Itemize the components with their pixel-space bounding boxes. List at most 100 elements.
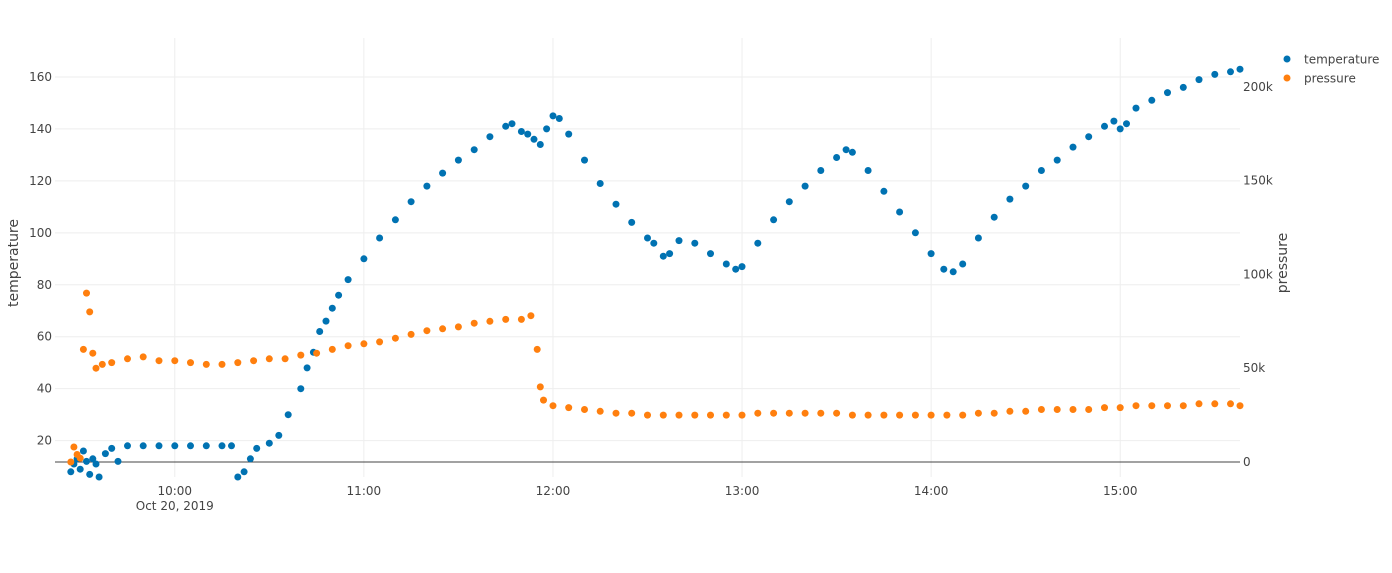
pressure-point[interactable] <box>486 317 494 325</box>
pressure-point[interactable] <box>801 409 809 417</box>
temperature-point[interactable] <box>1085 133 1093 141</box>
temperature-point[interactable] <box>549 112 557 120</box>
pressure-point[interactable] <box>565 404 573 412</box>
pressure-point[interactable] <box>675 411 683 419</box>
pressure-point[interactable] <box>596 407 604 415</box>
pressure-point[interactable] <box>376 338 384 346</box>
temperature-point[interactable] <box>896 208 904 216</box>
pressure-point[interactable] <box>1037 406 1045 413</box>
temperature-point[interactable] <box>666 250 674 258</box>
temperature-point[interactable] <box>864 167 872 174</box>
pressure-point[interactable] <box>754 409 762 417</box>
legend-item-pressure[interactable]: pressure <box>1283 72 1356 86</box>
pressure-point[interactable] <box>155 357 163 365</box>
temperature-point[interactable] <box>754 239 762 247</box>
temperature-point[interactable] <box>644 234 651 242</box>
pressure-point[interactable] <box>959 411 967 419</box>
temperature-point[interactable] <box>722 260 730 268</box>
pressure-point[interactable] <box>281 355 289 363</box>
temperature-point[interactable] <box>659 252 667 260</box>
temperature-point[interactable] <box>842 146 850 154</box>
pressure-point[interactable] <box>79 345 87 353</box>
pressure-point[interactable] <box>628 409 636 417</box>
temperature-point[interactable] <box>83 457 90 465</box>
temperature-point[interactable] <box>974 234 982 242</box>
pressure-point[interactable] <box>187 359 194 367</box>
pressure-point[interactable] <box>83 289 90 297</box>
pressure-point[interactable] <box>1179 402 1187 410</box>
pressure-point[interactable] <box>250 357 258 365</box>
temperature-point[interactable] <box>67 468 75 476</box>
pressure-point[interactable] <box>1195 400 1203 408</box>
temperature-point[interactable] <box>297 385 305 393</box>
temperature-point[interactable] <box>770 216 778 224</box>
temperature-point[interactable] <box>439 169 447 177</box>
temperature-point[interactable] <box>1195 76 1203 84</box>
temperature-point[interactable] <box>228 442 235 450</box>
pressure-point[interactable] <box>1116 404 1124 412</box>
pressure-point[interactable] <box>1211 400 1219 408</box>
pressure-point[interactable] <box>770 409 778 417</box>
temperature-point[interactable] <box>187 442 194 450</box>
temperature-point[interactable] <box>171 442 179 450</box>
pressure-point[interactable] <box>911 411 919 419</box>
temperature-point[interactable] <box>1211 70 1219 78</box>
pressure-point[interactable] <box>67 458 75 466</box>
pressure-point[interactable] <box>98 360 106 368</box>
temperature-point[interactable] <box>76 465 84 473</box>
temperature-point[interactable] <box>508 120 516 128</box>
temperature-point[interactable] <box>360 255 368 263</box>
pressure-point[interactable] <box>943 411 951 419</box>
pressure-point[interactable] <box>864 411 872 419</box>
temperature-point[interactable] <box>454 156 462 164</box>
temperature-point[interactable] <box>707 250 714 258</box>
temperature-point[interactable] <box>218 442 226 450</box>
temperature-point[interactable] <box>990 213 998 221</box>
temperature-point[interactable] <box>517 128 525 135</box>
temperature-point[interactable] <box>628 218 636 226</box>
temperature-point[interactable] <box>565 130 573 138</box>
temperature-point[interactable] <box>1132 104 1140 112</box>
temperature-point[interactable] <box>738 263 746 271</box>
pressure-point[interactable] <box>265 355 273 363</box>
temperature-point[interactable] <box>114 457 122 465</box>
temperature-point[interactable] <box>322 317 330 325</box>
temperature-point[interactable] <box>407 198 415 206</box>
pressure-point[interactable] <box>297 351 305 359</box>
pressure-point[interactable] <box>328 345 336 353</box>
pressure-point[interactable] <box>202 360 210 368</box>
temperature-point[interactable] <box>1179 83 1187 91</box>
pressure-point[interactable] <box>108 359 116 367</box>
temperature-point[interactable] <box>486 133 494 141</box>
temperature-point[interactable] <box>1022 182 1030 190</box>
temperature-point[interactable] <box>155 442 163 450</box>
temperature-point[interactable] <box>1236 65 1244 73</box>
temperature-point[interactable] <box>880 187 888 195</box>
pressure-point[interactable] <box>407 330 415 338</box>
temperature-point[interactable] <box>139 442 147 450</box>
temperature-point[interactable] <box>524 130 532 138</box>
pressure-point[interactable] <box>927 411 935 419</box>
pressure-point[interactable] <box>817 409 825 417</box>
temperature-point[interactable] <box>1101 122 1108 130</box>
temperature-point[interactable] <box>1069 143 1077 151</box>
temperature-point[interactable] <box>543 125 551 133</box>
pressure-point[interactable] <box>974 409 982 417</box>
temperature-point[interactable] <box>1116 125 1124 133</box>
pressure-point[interactable] <box>1053 406 1061 413</box>
temperature-point[interactable] <box>691 239 699 247</box>
pressure-point[interactable] <box>527 312 535 320</box>
pressure-point[interactable] <box>1022 407 1030 415</box>
pressure-point[interactable] <box>124 355 131 363</box>
temperature-point[interactable] <box>124 442 131 450</box>
temperature-point[interactable] <box>202 442 210 450</box>
temperature-point[interactable] <box>530 135 538 143</box>
temperature-point[interactable] <box>423 182 431 190</box>
temperature-point[interactable] <box>328 304 336 312</box>
pressure-point[interactable] <box>738 411 746 419</box>
legend-item-temperature[interactable]: temperature <box>1283 53 1380 67</box>
temperature-point[interactable] <box>949 268 957 276</box>
temperature-point[interactable] <box>675 237 683 245</box>
temperature-point[interactable] <box>86 470 94 478</box>
legend[interactable]: temperature pressure <box>1283 53 1380 86</box>
